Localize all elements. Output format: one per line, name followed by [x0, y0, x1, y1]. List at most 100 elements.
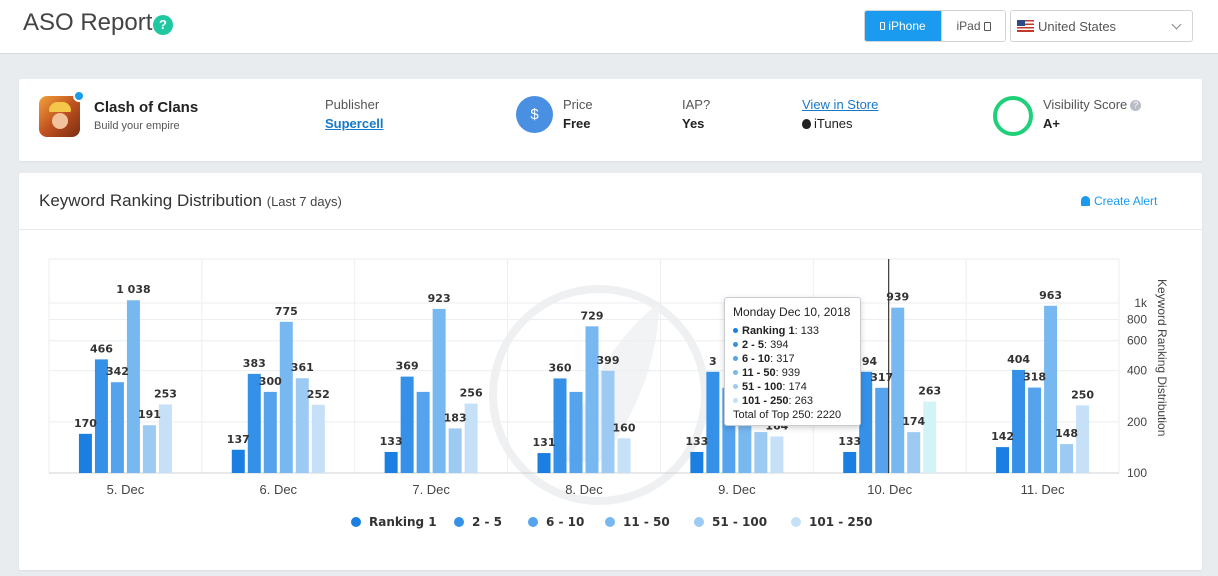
publisher-label: Publisher — [325, 97, 379, 112]
bar-1 — [843, 452, 856, 473]
tooltip-title: Monday Dec 10, 2018 — [733, 305, 852, 319]
bar-value-label: 142 — [991, 430, 1014, 443]
view-in-store-link[interactable]: View in Store — [802, 97, 878, 112]
bar-value-label: 183 — [444, 411, 467, 424]
bar-value-label: 160 — [613, 421, 636, 434]
tooltip-row: 11 - 50: 939 — [733, 366, 852, 380]
legend-item-label: 101 - 250 — [809, 515, 872, 529]
tooltip-row: 101 - 250: 263 — [733, 394, 852, 408]
ipad-button[interactable]: iPad — [941, 11, 1005, 41]
bar-3 — [570, 392, 583, 473]
legend-marker-4 — [605, 517, 615, 527]
tooltip-series-value: : 939 — [776, 367, 800, 379]
help-icon[interactable]: ? — [153, 15, 173, 35]
bar-value-label: 399 — [597, 354, 620, 367]
bar-1 — [538, 453, 551, 473]
keyword-ranking-chart: 170 466 342 1 038 191 253 137 383 300 775 361 252 13… — [19, 173, 1202, 570]
bar-value-label: 137 — [227, 433, 250, 446]
x-tick-label: 7. Dec — [412, 482, 450, 497]
bar-6 — [312, 405, 325, 473]
bar-value-label: 252 — [307, 388, 330, 401]
y-tick-label: 400 — [1127, 364, 1147, 378]
bar-2 — [248, 374, 261, 473]
bar-1 — [232, 450, 245, 473]
bar-value-label: 170 — [74, 417, 97, 430]
bar-value-label: 133 — [685, 435, 708, 448]
bar-value-label: 148 — [1055, 427, 1078, 440]
tooltip-row: 6 - 10: 317 — [733, 352, 852, 366]
series-dot-icon — [733, 370, 738, 375]
bar-4 — [433, 309, 446, 473]
device-toggle: iPhone iPad — [864, 10, 1006, 42]
bar-1 — [385, 452, 398, 473]
bar-3 — [111, 382, 124, 473]
tooltip-series-name: 51 - 100 — [742, 381, 782, 393]
tooltip-total-value: 2220 — [817, 409, 841, 421]
chevron-down-icon — [1172, 20, 1182, 30]
bar-5 — [1060, 444, 1073, 473]
bar-value-label: 256 — [460, 387, 483, 400]
store-name: iTunes — [802, 116, 853, 131]
bar-5 — [143, 425, 156, 473]
y-tick-label: 800 — [1127, 312, 1147, 326]
us-flag-icon — [1017, 20, 1034, 32]
bar-value-label: 318 — [1023, 371, 1046, 384]
tooltip-series-name: 11 - 50 — [742, 367, 776, 379]
tooltip-total-label: Total of Top 250 — [733, 409, 810, 421]
tooltip-series-value: : 394 — [764, 339, 788, 351]
price-value: Free — [563, 116, 590, 131]
bar-value-label: 174 — [902, 415, 925, 428]
bar-value-label: 361 — [291, 361, 314, 374]
help-icon[interactable]: ? — [1130, 100, 1141, 111]
bar-4 — [891, 308, 904, 473]
legend-item-label: 6 - 10 — [546, 515, 584, 529]
store-name-text: iTunes — [814, 116, 853, 131]
bar-5 — [754, 432, 767, 473]
iap-label: IAP? — [682, 97, 710, 112]
bar-value-label: 342 — [106, 365, 129, 378]
bar-1 — [996, 447, 1009, 473]
price-icon: $ — [516, 96, 553, 133]
app-icon — [39, 96, 80, 137]
bar-4 — [280, 322, 293, 473]
legend-item-label: 11 - 50 — [623, 515, 670, 529]
bar-value-label: 131 — [533, 436, 556, 449]
bar-2 — [401, 377, 414, 473]
country-select[interactable]: United States — [1010, 10, 1193, 42]
chart-legend: Ranking 12 - 56 - 10 11 - 50 51 - 100 101 -… — [351, 515, 872, 529]
bar-4 — [586, 326, 599, 473]
bar-value-label: 133 — [838, 435, 861, 448]
tooltip-series-name: 6 - 10 — [742, 353, 770, 365]
apple-store-badge-icon — [73, 90, 85, 102]
chart-y-axis: 1002004006008001k — [1127, 296, 1148, 480]
iphone-button-label: iPhone — [888, 19, 925, 33]
series-dot-icon — [733, 342, 738, 347]
app-subtitle: Build your empire — [94, 120, 180, 132]
bar-1 — [79, 434, 92, 473]
series-dot-icon — [733, 356, 738, 361]
bar-5 — [449, 428, 462, 473]
series-dot-icon — [733, 398, 738, 403]
iap-value: Yes — [682, 116, 704, 131]
bar-value-label: 369 — [396, 360, 419, 373]
x-tick-label: 5. Dec — [107, 482, 145, 497]
tooltip-series-value: : 263 — [788, 395, 812, 407]
bar-value-label: 317 — [870, 371, 893, 384]
publisher-link[interactable]: Supercell — [325, 116, 384, 131]
bar-1 — [690, 452, 703, 473]
x-tick-label: 10. Dec — [867, 482, 912, 497]
y-tick-label: 200 — [1127, 415, 1147, 429]
iphone-icon — [880, 22, 885, 30]
x-tick-label: 6. Dec — [259, 482, 297, 497]
legend-item-label: 51 - 100 — [712, 515, 767, 529]
bar-3 — [417, 392, 430, 473]
top-bar: ASO Report ? iPhone iPad United States — [0, 0, 1218, 54]
bar-6 — [770, 436, 783, 473]
bar-value-label: 923 — [428, 292, 451, 305]
legend-marker-6 — [791, 517, 801, 527]
bar-value-label: 963 — [1039, 289, 1062, 302]
iphone-button[interactable]: iPhone — [865, 11, 941, 41]
tooltip-series-value: : 174 — [782, 381, 806, 393]
bar-value-label: 1 038 — [116, 283, 150, 296]
tooltip-series-value: : 317 — [770, 353, 794, 365]
